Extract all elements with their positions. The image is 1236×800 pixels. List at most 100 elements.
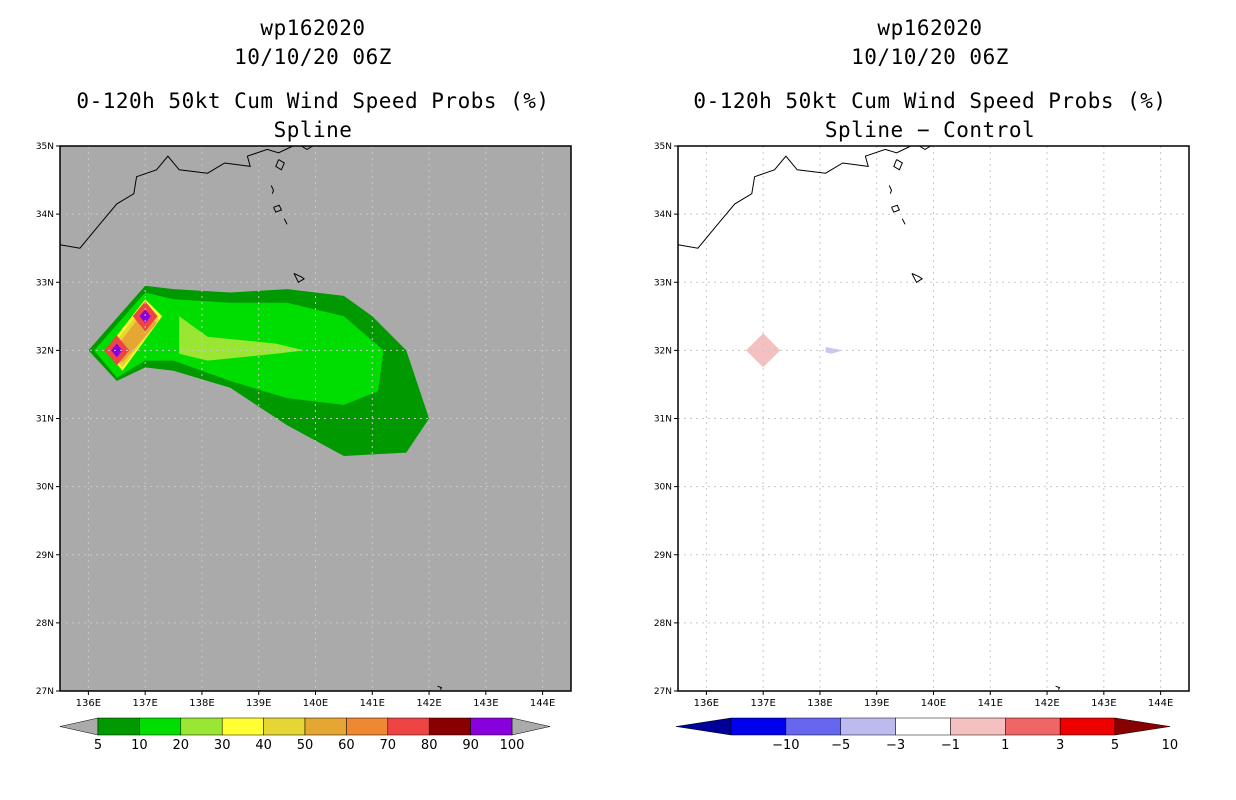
- legend-swatch: [346, 717, 389, 736]
- left-product-title: 0-120h 50kt Cum Wind Speed Probs (%): [76, 89, 550, 113]
- x-tick-label: 143E: [473, 698, 498, 709]
- right-product-title: 0-120h 50kt Cum Wind Speed Probs (%): [693, 89, 1167, 113]
- legend-swatch: [1059, 717, 1116, 736]
- coastline: [919, 145, 931, 150]
- x-tick-label: 142E: [1034, 698, 1059, 709]
- coastline: [888, 185, 893, 194]
- right-variant-title: Spline − Control: [824, 118, 1036, 142]
- legend-swatch: [428, 717, 471, 736]
- legend-swatch: [895, 717, 951, 736]
- x-tick-label: 136E: [694, 698, 719, 709]
- x-tick-label: 139E: [246, 698, 271, 709]
- legend-swatch: [180, 717, 223, 736]
- legend-label: −5: [831, 738, 850, 753]
- x-tick-label: 142E: [416, 698, 441, 709]
- legend-swatch: [304, 717, 347, 736]
- y-tick-label: 31N: [654, 415, 672, 425]
- legend-label: 30: [214, 738, 231, 753]
- coastline: [293, 272, 305, 284]
- y-tick-label: 35N: [654, 142, 672, 152]
- x-tick-label: 137E: [132, 698, 157, 709]
- coastline: [677, 145, 912, 249]
- y-tick-label: 35N: [36, 142, 54, 152]
- legend-label: 1: [1001, 738, 1009, 753]
- y-tick-label: 32N: [36, 346, 54, 356]
- probability-region-90: [111, 343, 123, 358]
- x-tick-label: 141E: [978, 698, 1003, 709]
- legend-label: 10: [131, 738, 148, 753]
- legend-label: 80: [421, 738, 438, 753]
- y-tick-label: 33N: [36, 278, 54, 288]
- coastline: [273, 204, 283, 213]
- x-tick-label: 143E: [1091, 698, 1116, 709]
- x-tick-label: 144E: [1148, 698, 1173, 709]
- y-tick-label: 31N: [36, 415, 54, 425]
- legend-label: 20: [173, 738, 190, 753]
- y-tick-label: 27N: [654, 687, 672, 697]
- legend-swatch: [139, 717, 182, 736]
- coastline: [1055, 685, 1061, 690]
- left-storm-id: wp162020: [260, 16, 366, 40]
- legend-swatch: [263, 717, 306, 736]
- probability-region-90: [139, 309, 151, 324]
- right-storm-id: wp162020: [877, 16, 983, 40]
- right-datetime: 10/10/20 06Z: [851, 45, 1009, 69]
- y-tick-label: 32N: [654, 346, 672, 356]
- x-tick-label: 137E: [750, 698, 775, 709]
- probability-region-20: [179, 316, 305, 361]
- coastline: [59, 145, 294, 249]
- x-tick-label: 141E: [360, 698, 385, 709]
- left-variant-title: Spline: [273, 118, 353, 142]
- left-datetime: 10/10/20 06Z: [234, 45, 392, 69]
- legend-arrow-high: [1114, 717, 1171, 736]
- legend-swatch: [387, 717, 430, 736]
- legend-label: −3: [886, 738, 905, 753]
- coastline: [270, 185, 275, 194]
- legend-arrow-low: [59, 717, 99, 736]
- coastline: [893, 159, 903, 171]
- legend-swatch: [221, 717, 264, 736]
- y-tick-label: 29N: [36, 551, 54, 561]
- x-tick-label: 139E: [864, 698, 889, 709]
- y-tick-label: 29N: [654, 551, 672, 561]
- legend-label: 100: [500, 738, 525, 753]
- legend-label: −10: [772, 738, 799, 753]
- y-tick-label: 34N: [36, 210, 54, 220]
- legend-arrow-high: [511, 717, 551, 736]
- legend-swatch: [470, 717, 513, 736]
- legend-swatch: [950, 717, 1006, 736]
- x-tick-label: 140E: [921, 698, 946, 709]
- coastline: [891, 204, 901, 213]
- legend-label: 5: [94, 738, 102, 753]
- y-tick-label: 30N: [654, 483, 672, 493]
- legend-label: 50: [297, 738, 314, 753]
- legend-swatch: [1005, 717, 1061, 736]
- y-tick-label: 28N: [654, 619, 672, 629]
- coastline: [283, 218, 288, 225]
- x-tick-label: 138E: [189, 698, 214, 709]
- legend-label: −1: [941, 738, 960, 753]
- coastline: [901, 218, 906, 225]
- y-tick-label: 27N: [36, 687, 54, 697]
- y-tick-label: 34N: [654, 210, 672, 220]
- y-tick-label: 30N: [36, 483, 54, 493]
- legend-swatch: [97, 717, 140, 736]
- legend-swatch: [840, 717, 896, 736]
- legend-label: 3: [1056, 738, 1064, 753]
- x-tick-label: 136E: [76, 698, 101, 709]
- legend-label: 60: [338, 738, 355, 753]
- legend-arrow-low: [675, 717, 732, 736]
- legend-label: 40: [255, 738, 272, 753]
- legend-label: 90: [462, 738, 479, 753]
- coastline: [275, 159, 285, 171]
- coastline: [301, 145, 313, 150]
- legend-swatch: [785, 717, 841, 736]
- coastline: [437, 685, 443, 690]
- legend-label: 10: [1162, 738, 1179, 753]
- legend-swatch: [730, 717, 787, 736]
- x-tick-label: 138E: [807, 698, 832, 709]
- coastline: [911, 272, 923, 284]
- x-tick-label: 144E: [530, 698, 555, 709]
- x-tick-label: 140E: [303, 698, 328, 709]
